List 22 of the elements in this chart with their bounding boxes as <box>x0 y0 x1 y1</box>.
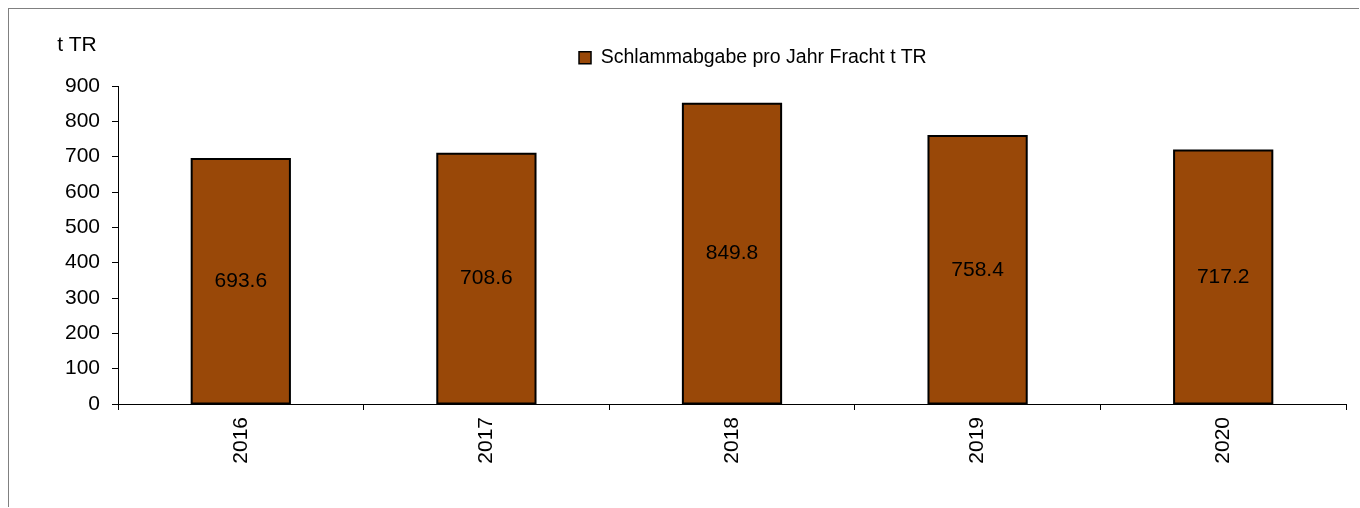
y-tick-label: 200 <box>64 320 100 344</box>
y-tick-label: 700 <box>64 143 100 167</box>
x-tick-label: 2020 <box>1210 417 1233 464</box>
data-label: 708.6 <box>460 265 513 289</box>
data-label: 693.6 <box>214 268 268 292</box>
y-tick-label: 600 <box>64 178 100 202</box>
y-tick-label: 800 <box>64 108 100 132</box>
y-tick-label: 500 <box>64 214 100 238</box>
x-tick-label: 2017 <box>473 417 497 464</box>
x-tick-label: 2018 <box>718 417 742 464</box>
data-label: 849.8 <box>705 240 759 264</box>
data-label: 758.4 <box>951 256 1005 280</box>
y-tick-label: 100 <box>64 355 100 379</box>
data-label: 717.2 <box>1196 263 1250 287</box>
legend-label: Schlammabgabe pro Jahr Fracht t TR <box>600 45 927 68</box>
x-tick-label: 2019 <box>964 417 988 464</box>
y-tick-label: 300 <box>64 284 100 308</box>
y-tick-label: 900 <box>64 72 100 96</box>
x-tick-label: 2016 <box>227 417 251 464</box>
y-tick-label: 0 <box>88 390 100 414</box>
y-tick-label: 400 <box>64 249 100 273</box>
y-axis-title: t TR <box>57 31 97 55</box>
